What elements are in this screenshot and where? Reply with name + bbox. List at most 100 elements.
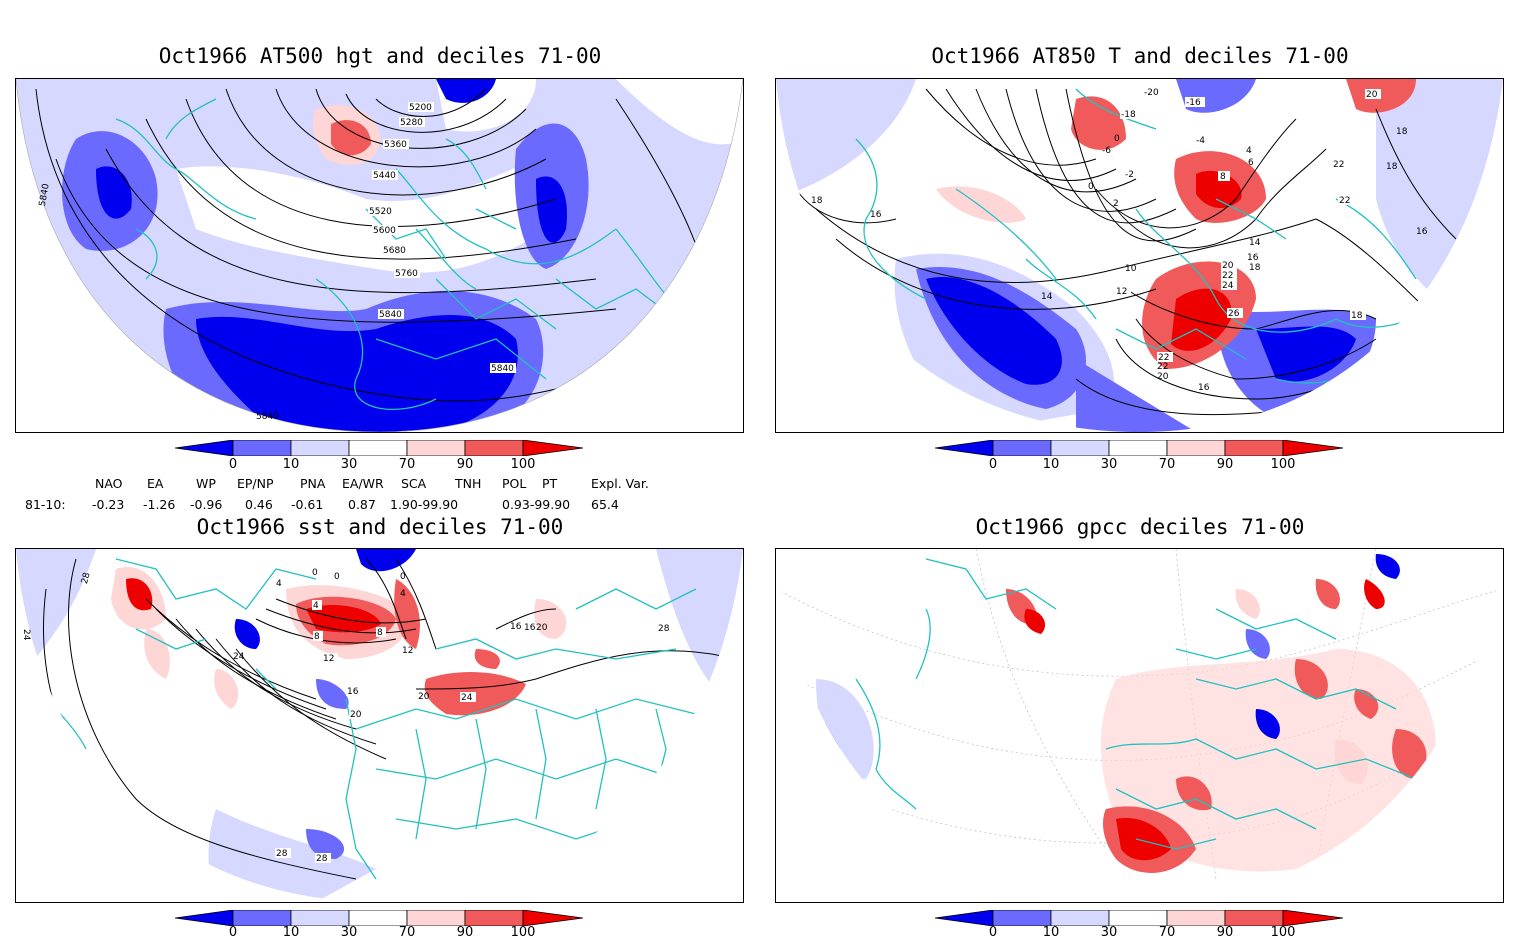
contour-label: 20 [350,710,362,720]
contour-label: 20 [1366,90,1378,100]
colorbar-segment [1166,439,1226,457]
colorbar-tick: 30 [1100,925,1118,940]
colorbar-tick: 90 [456,925,474,940]
colorbar-segment [1108,909,1168,927]
contour-label: 5360 [384,140,407,150]
colorbar-tick: 10 [282,457,300,472]
panel-title-gpcc: Oct1966 gpcc deciles 71-00 [975,515,1305,539]
colorbar-segment [290,439,350,457]
contour-label: 0 [1088,182,1094,192]
colorbar-segment [174,439,234,457]
index-header: NAO [95,476,123,491]
contour-label: 4 [276,579,282,589]
index-header: Expl. Var. [591,476,649,491]
contour-label: -20 [1144,88,1159,98]
index-header: TNH [455,476,482,491]
colorbar-tick: 0 [228,925,238,940]
contour-label: 10 [1125,264,1137,274]
colorbar-sst: 0 10 30 70 90 100 [174,909,585,940]
contour-label: 5440 [373,171,396,181]
contour-label: 28 [316,854,328,864]
colorbar-segment [348,909,408,927]
contour-label: 4 [313,601,319,611]
colorbar-tick: 10 [1042,925,1060,940]
contour-label: 5200 [409,103,432,113]
contour-label: 8 [377,628,383,638]
index-header: EA [147,476,164,491]
contour-label: 2 [1113,199,1119,209]
colorbar-segment [406,439,466,457]
map-canvas-sst: 28 24 0 0 0 4 4 4 8 8 12 12 16 16 20 20 … [16,549,743,902]
colorbar-segment [1282,909,1344,927]
contour-label: 28 [658,624,670,634]
colorbar-tick: 30 [1100,457,1118,472]
index-header: POL [502,476,527,491]
index-value: 1.90-99.90 [390,497,459,512]
contour-label: 5280 [400,118,423,128]
colorbar-segment [522,439,584,457]
colorbar-tick: 0 [988,925,998,940]
index-header: EP/NP [237,476,274,491]
colorbar-segment [348,439,408,457]
colorbar-tick: 90 [1216,457,1234,472]
contour-label: -2 [1125,170,1134,180]
index-header: PNA [300,476,326,491]
contour-label: 18 [1351,311,1363,321]
contour-label: 16 [524,623,536,633]
map-panel-t850: -20 -16 -18 0 -6 -4 -2 0 2 4 6 8 10 12 1… [775,78,1504,433]
colorbar-tick: 100 [510,925,536,940]
colorbar-segment [1050,909,1110,927]
contour-label: -16 [1186,98,1201,108]
index-value: 0.87 [348,497,376,512]
contour-label: 6 [1248,158,1254,168]
colorbar-tick: 70 [398,457,416,472]
index-header: PT [542,476,558,491]
map-panel-hgt: 5200 5280 5360 5440 5520 5600 5680 5760 … [15,78,744,433]
index-header: SCA [401,476,427,491]
index-row-label: 81-10: [25,497,66,512]
colorbar-tick: 70 [398,925,416,940]
colorbar-segment [1050,439,1110,457]
contour-label: -6 [1102,146,1111,156]
contour-label: 22 [1333,160,1344,170]
map-panel-sst: 28 24 0 0 0 4 4 4 8 8 12 12 16 16 20 20 … [15,548,744,903]
contour-label: 18 [1386,162,1398,172]
contour-label: 22 [1157,362,1168,372]
contour-label: 5840 [38,183,52,208]
colorbar-tick: 100 [1270,457,1296,472]
colorbar-tick: 90 [1216,925,1234,940]
colorbar-tick: 30 [340,925,358,940]
colorbar-segment [1108,439,1168,457]
index-value: -1.26 [143,497,176,512]
contour-label: 4 [400,589,406,599]
map-panel-gpcc [775,548,1504,903]
colorbar-gpcc: 0 10 30 70 90 100 [934,909,1345,940]
colorbar-segment [934,909,994,927]
colorbar-segment [232,909,292,927]
colorbar-segment [934,439,994,457]
panel-title-hgt: Oct1966 AT500 hgt and deciles 71-00 [158,44,602,68]
contour-label: 12 [1116,287,1127,297]
contour-label: 22 [1339,196,1350,206]
contour-label: 5760 [395,269,418,279]
panel-title-t850: Oct1966 AT850 T and deciles 71-00 [931,44,1349,68]
contour-label: 16 [870,210,882,220]
contour-label: 18 [811,196,823,206]
contour-label: 18 [1396,127,1408,137]
index-value: -0.23 [92,497,125,512]
colorbar-segment [522,909,584,927]
colorbar-tick: 100 [1270,925,1296,940]
contour-label: 5600 [373,226,396,236]
contour-label: 16 [510,622,522,632]
colorbar-segment [1224,439,1284,457]
map-canvas-t850: -20 -16 -18 0 -6 -4 -2 0 2 4 6 8 10 12 1… [776,79,1503,432]
contour-label: 16 [1198,383,1210,393]
colorbar-tick: 0 [228,457,238,472]
contour-label: 16 [1416,227,1428,237]
contour-label: 20 [1157,372,1169,382]
contour-label: 18 [1249,263,1261,273]
index-value: -0.61 [291,497,324,512]
colorbar-tick: 70 [1158,925,1176,940]
contour-label: 0 [312,568,318,578]
contour-label: 16 [1247,253,1259,263]
